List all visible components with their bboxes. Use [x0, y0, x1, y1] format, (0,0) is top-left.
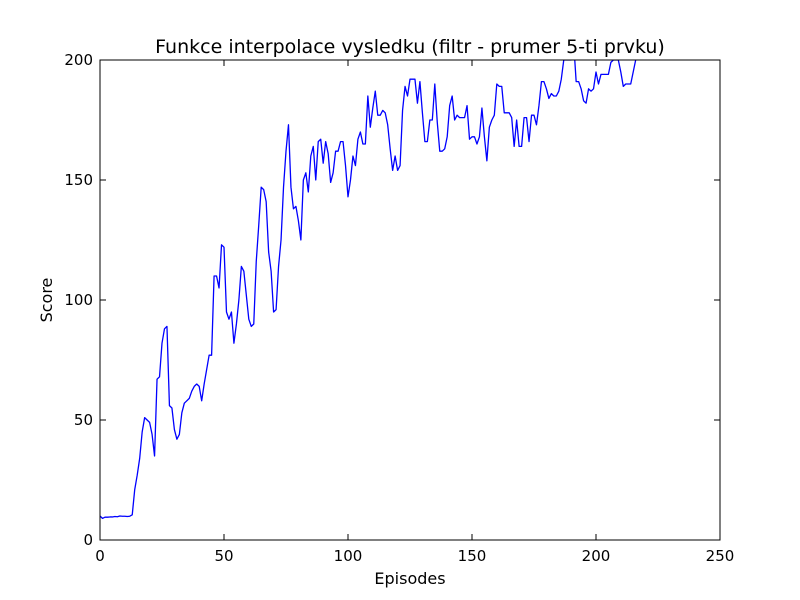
axis-ticks: 0 50 100 150 200 250 0 50 100 150 200: [64, 51, 734, 565]
x-tick-label: 100: [334, 547, 363, 565]
y-tick-label: 100: [64, 291, 93, 309]
plot-frame: [99, 59, 721, 541]
y-axis-label: Score: [37, 278, 56, 323]
series-line: [100, 60, 637, 520]
x-axis-label: Episodes: [374, 569, 445, 588]
x-tick-label: 200: [582, 547, 611, 565]
x-tick-label: 0: [95, 547, 105, 565]
x-tick-label: 150: [458, 547, 487, 565]
x-tick-label: 50: [214, 547, 233, 565]
y-tick-label: 150: [64, 171, 93, 189]
y-tick-label: 50: [74, 411, 93, 429]
y-tick-label: 0: [83, 531, 93, 549]
y-tick-label: 200: [64, 51, 93, 69]
x-tick-label: 250: [706, 547, 735, 565]
chart-title: Funkce interpolace vysledku (filtr - pru…: [155, 36, 665, 58]
